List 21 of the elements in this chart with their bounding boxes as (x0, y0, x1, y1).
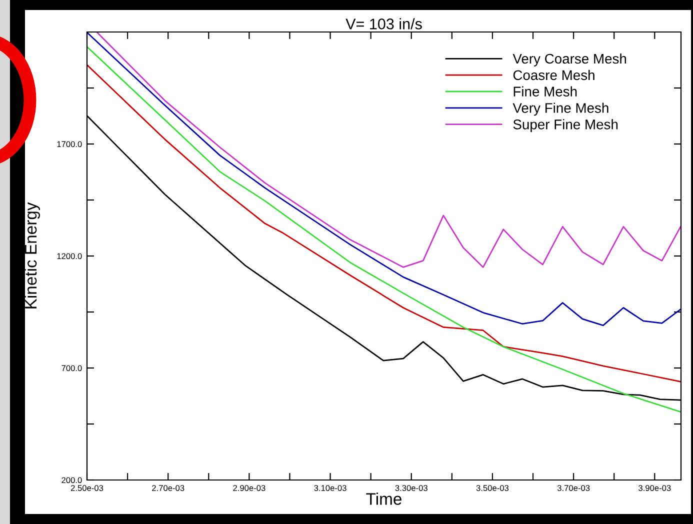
x-tick-label: 3.70e-03 (557, 485, 590, 491)
x-tick-label: 3.50e-03 (476, 485, 509, 491)
y-tick-label: 1700.0 (57, 141, 82, 148)
x-tick-label: 2.50e-03 (70, 485, 104, 491)
x-tick-label: 3.10e-03 (314, 485, 346, 491)
x-tick-label: 2.90e-03 (233, 485, 266, 491)
line-series (96, 32, 681, 268)
legend-label: Coasre Mesh (513, 70, 594, 80)
y-axis-title: Kinetic Energy (24, 202, 40, 308)
legend-label: Fine Mesh (514, 86, 577, 96)
x-axis-title: Time (366, 492, 402, 505)
y-tick-label: 1200.0 (57, 253, 82, 260)
x-tick-label: 3.90e-03 (638, 485, 671, 491)
y-tick-label: 200.0 (62, 477, 82, 484)
legend-label: Very Coarse Mesh (512, 53, 626, 66)
x-tick-label: 2.70e-03 (152, 485, 184, 491)
y-tick-label: 700.0 (62, 365, 82, 372)
legend-label: Super Fine Mesh (513, 119, 618, 132)
chart-title: V= 103 in/s (346, 18, 422, 30)
legend-label: Very Fine Mesh (512, 102, 608, 116)
x-tick-label: 3.30e-03 (395, 485, 428, 491)
